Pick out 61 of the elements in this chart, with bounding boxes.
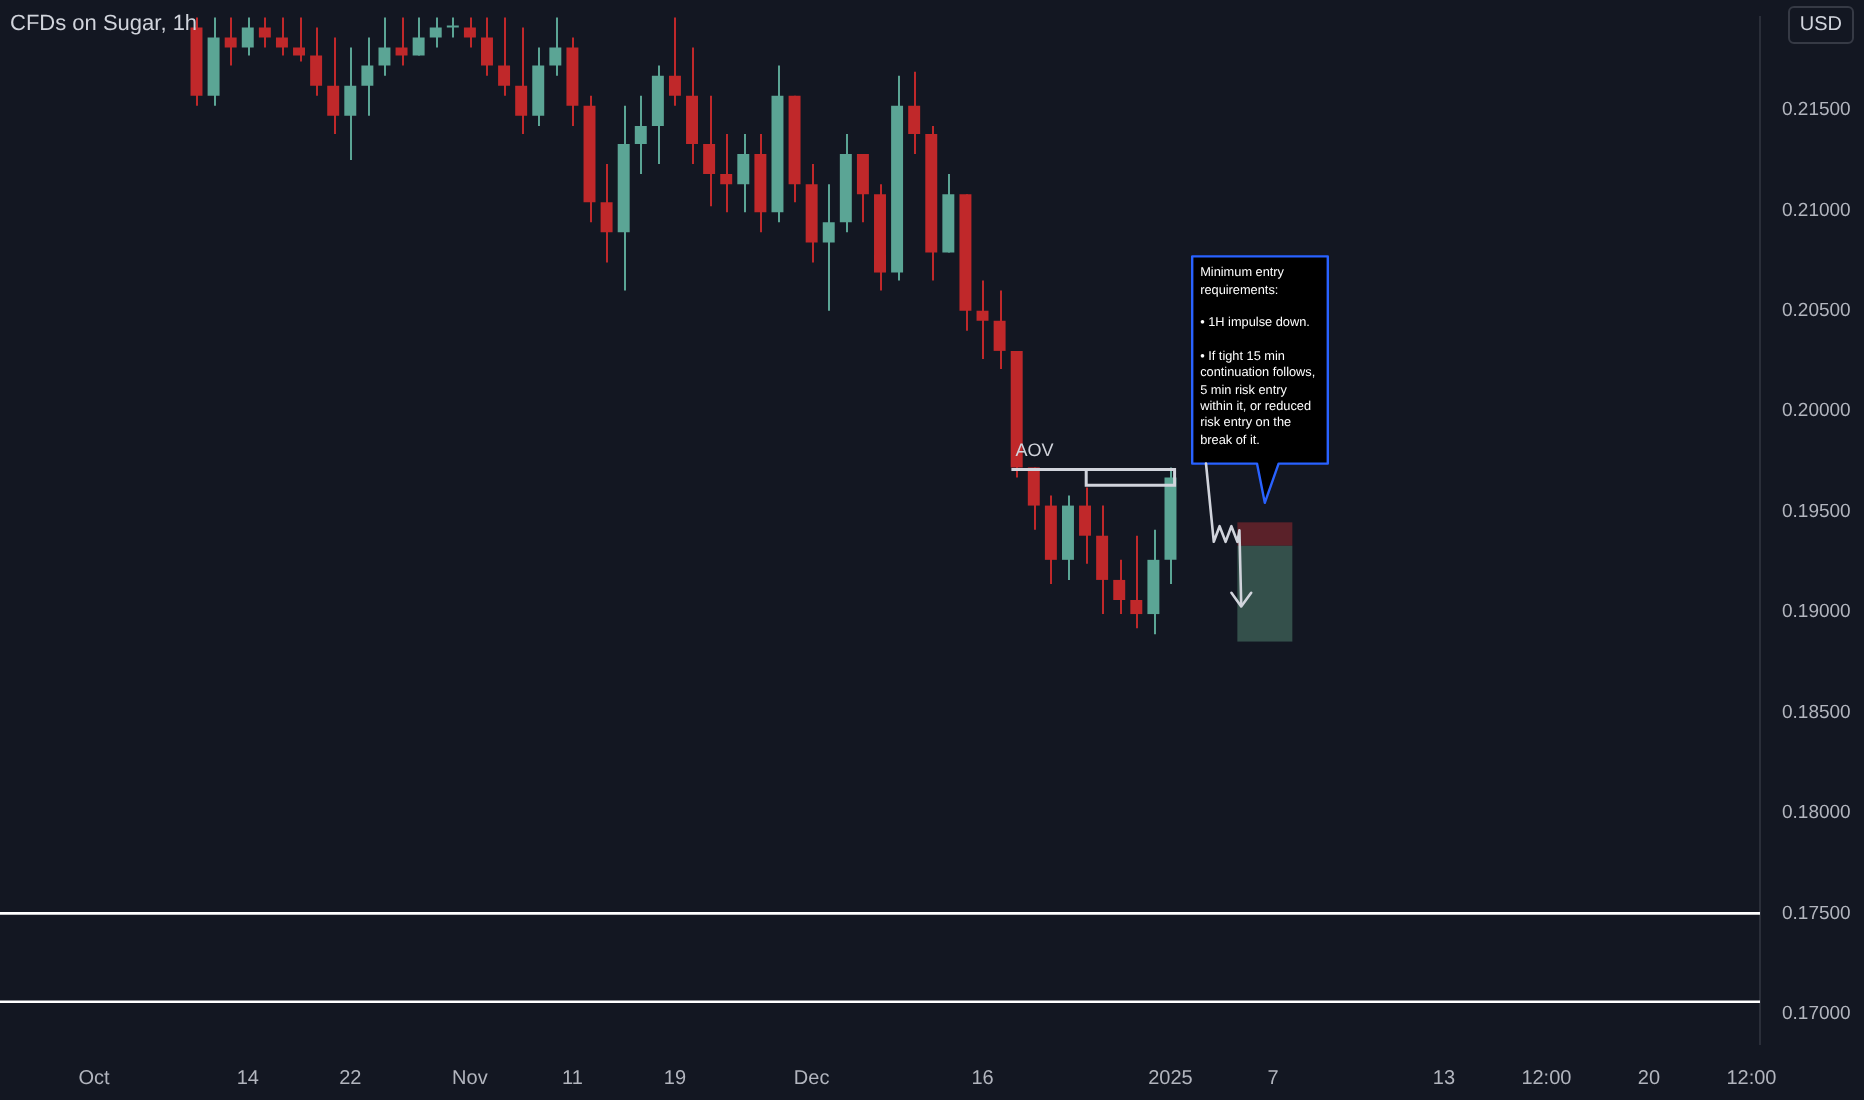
candlestick [908,70,921,156]
candlestick [1113,558,1126,616]
candlestick [241,16,254,57]
candlestick [993,289,1006,370]
candlestick [668,16,681,107]
candlestick [1130,534,1143,630]
x-tick-label: 11 [562,1067,584,1090]
y-tick-label: 0.20500 [1782,299,1851,322]
x-tick-label: 20 [1637,1067,1661,1090]
x-tick-label: 22 [339,1067,363,1090]
chart-title: CFDs on Sugar, 1h [10,12,198,36]
candlestick [976,279,989,360]
x-tick-label: 16 [971,1067,995,1090]
candlestick [258,16,271,49]
x-tick-label: 2025 [1148,1067,1194,1090]
candlestick [463,16,476,49]
y-tick-label: 0.18500 [1782,701,1851,724]
candlestick [344,46,357,162]
candlestick [737,132,750,214]
x-tick-label: 7 [1267,1067,1280,1090]
candlestick [822,183,835,312]
candlestick [395,16,408,67]
y-tick-label: 0.17000 [1782,1003,1851,1026]
candlestick [703,94,716,208]
candlestick [1079,486,1092,565]
candlestick [634,94,647,176]
y-tick-label: 0.17500 [1782,902,1851,925]
y-tick-label: 0.18000 [1782,802,1851,825]
x-tick-label: Oct [78,1067,110,1090]
candlestick [446,16,459,39]
y-tick-label: 0.19500 [1782,500,1851,523]
candlestick [310,26,323,97]
candlestick [275,16,288,57]
x-tick-label: 13 [1432,1067,1456,1090]
candlestick [1027,466,1040,531]
y-tick-label: 0.21000 [1782,199,1851,222]
y-tick-label: 0.20000 [1782,400,1851,423]
candlestick [856,153,869,224]
candlestick [515,26,528,135]
candlestick [498,16,511,97]
candlestick [327,36,340,135]
x-tick-label: 19 [663,1067,687,1090]
candlestick [224,16,237,67]
candlestick [600,163,613,264]
x-tick-label: 12:00 [1726,1067,1778,1090]
x-tick-label: 12:00 [1521,1067,1573,1090]
candlestick [720,132,733,214]
y-axis-title: USD [1787,6,1854,44]
y-tick-label: 0.19000 [1782,601,1851,624]
candlestick [549,16,562,77]
candlestick [361,36,374,117]
x-tick-label: 14 [236,1067,260,1090]
candlestick [412,16,425,57]
candlestick [481,16,493,77]
candlestick [293,16,306,63]
candlestick [378,16,391,77]
candlestick [429,16,442,49]
x-tick-label: Nov [452,1067,488,1090]
x-tick-label: Dec [793,1067,830,1090]
candlestick [1096,504,1109,616]
y-tick-label: 0.21500 [1782,99,1851,122]
